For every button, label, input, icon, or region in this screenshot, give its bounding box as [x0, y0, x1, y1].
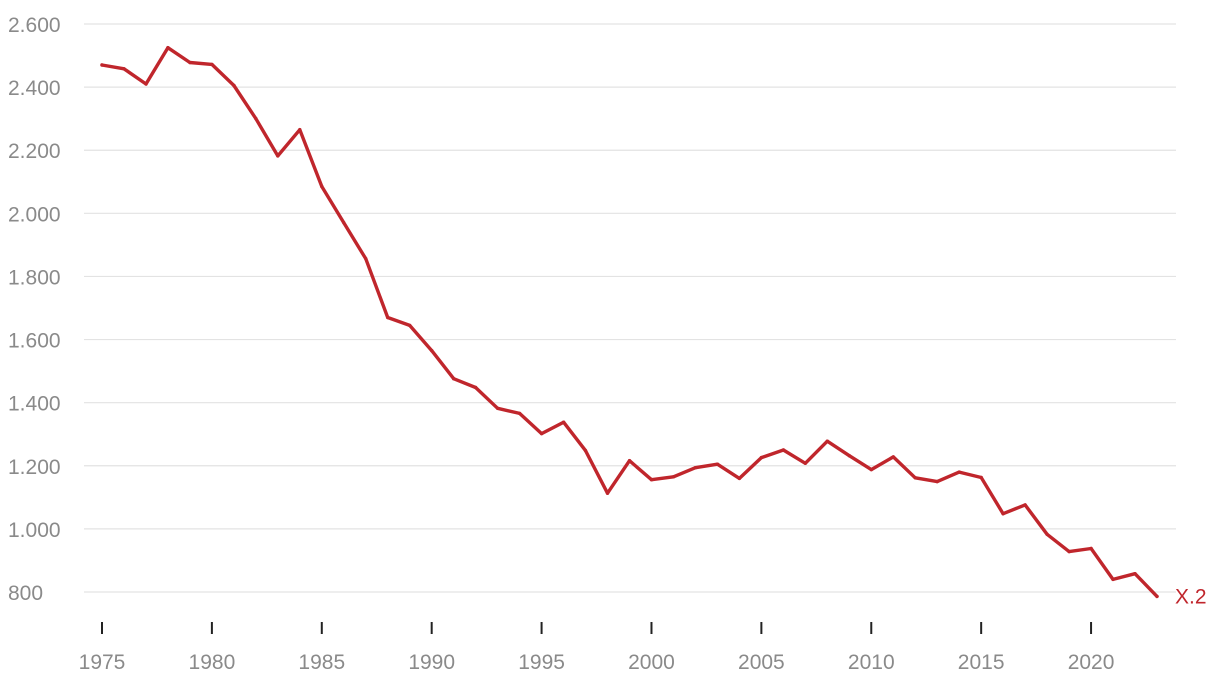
- data-point-2001: [671, 475, 676, 479]
- data-point-2023: [1155, 594, 1159, 599]
- data-point-1999: [627, 459, 632, 463]
- y-tick-label-1800: 1.800: [8, 266, 61, 289]
- y-tick-label-1200: 1.200: [8, 456, 61, 479]
- data-point-2004: [737, 476, 742, 481]
- x-tick-label-2020: 2020: [1068, 651, 1115, 674]
- data-point-1982: [254, 117, 258, 121]
- y-tick-label-1400: 1.400: [8, 393, 61, 416]
- data-point-2007: [803, 461, 807, 465]
- y-tick-label-2200: 2.200: [8, 140, 61, 163]
- data-point-1984: [298, 128, 302, 132]
- data-point-2022: [1133, 572, 1137, 576]
- y-tick-label-2600: 2.600: [8, 14, 61, 37]
- data-point-2009: [847, 454, 851, 458]
- x-tick-label-1990: 1990: [408, 651, 455, 674]
- data-point-1992: [473, 385, 478, 390]
- data-point-2014: [957, 470, 961, 474]
- y-tick-label-2400: 2.400: [8, 77, 61, 100]
- data-point-2021: [1111, 577, 1115, 582]
- x-axis-tick-labels: 1975 1980 1985 1990 1995 2000 2005 2010 2015 2020: [79, 651, 1115, 674]
- data-point-2016: [1001, 512, 1005, 516]
- data-point-1998: [605, 491, 610, 495]
- data-point-1983: [276, 154, 280, 158]
- x-tick-label-1975: 1975: [79, 651, 126, 674]
- data-point-2010: [869, 467, 873, 472]
- data-point-1991: [452, 377, 456, 381]
- data-point-1978: [166, 46, 170, 50]
- data-point-2006: [781, 448, 786, 452]
- x-tick-label-1995: 1995: [518, 651, 565, 674]
- data-point-2011: [891, 455, 895, 459]
- x-tick-label-2005: 2005: [738, 651, 785, 674]
- data-point-1988: [386, 315, 390, 320]
- data-point-1979: [188, 60, 192, 65]
- data-point-1987: [364, 257, 368, 261]
- data-point-1975: [100, 63, 104, 67]
- data-point-1997: [583, 448, 588, 453]
- y-tick-label-1000: 1.000: [8, 519, 61, 542]
- data-point-1976: [122, 67, 126, 71]
- y-tick-label-2000: 2.000: [8, 203, 61, 226]
- data-point-1985: [320, 184, 324, 189]
- data-point-2008: [825, 439, 829, 443]
- data-point-1993: [495, 406, 500, 410]
- data-point-1994: [517, 411, 522, 416]
- x-tick-label-2010: 2010: [848, 651, 895, 674]
- y-tick-label-1600: 1.600: [8, 330, 61, 353]
- data-point-1980: [210, 62, 214, 67]
- x-tick-label-2015: 2015: [958, 651, 1005, 674]
- data-point-2018: [1045, 532, 1049, 536]
- series-line-0: [100, 46, 1159, 599]
- y-tick-label-800: 800: [8, 582, 43, 605]
- data-point-2017: [1023, 503, 1027, 507]
- data-point-2003: [715, 462, 720, 466]
- x-axis-ticks: [101, 622, 1093, 634]
- data-point-1990: [430, 348, 434, 353]
- data-point-2019: [1067, 549, 1071, 554]
- y-axis-tick-labels: 800 1.000 1.200 1.400 1.600 1.800 2.000 2.200 2.…: [8, 14, 61, 605]
- series-end-label: X.2: [1175, 585, 1207, 608]
- series-group: X.2: [100, 46, 1207, 608]
- x-tick-label-1980: 1980: [189, 651, 236, 674]
- data-point-2012: [913, 476, 917, 480]
- data-point-1989: [408, 323, 412, 328]
- data-point-1995: [539, 431, 544, 436]
- data-point-1981: [232, 83, 236, 88]
- data-point-1986: [342, 221, 346, 225]
- data-point-2005: [759, 455, 764, 460]
- x-tick-label-1985: 1985: [298, 651, 345, 674]
- data-point-2020: [1089, 546, 1093, 551]
- data-point-1977: [144, 82, 148, 86]
- gridlines: [84, 23, 1176, 593]
- data-point-2000: [649, 478, 654, 482]
- data-point-2015: [979, 475, 983, 480]
- x-tick-label-2000: 2000: [628, 651, 675, 674]
- data-point-1996: [561, 420, 566, 424]
- data-point-2013: [935, 479, 939, 484]
- data-point-2002: [693, 466, 698, 470]
